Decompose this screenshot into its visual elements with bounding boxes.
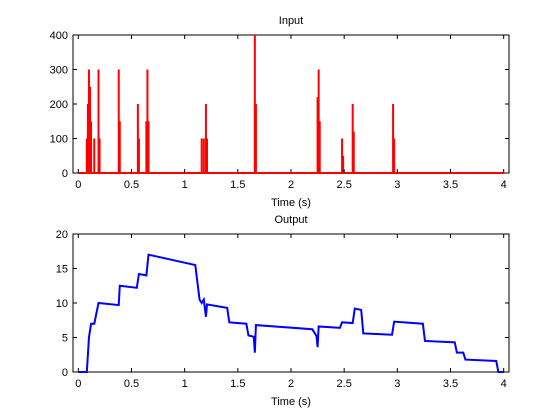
input-chart-title: Input [279, 15, 303, 27]
output-x-tick-label: 0.5 [124, 378, 139, 390]
input-y-tick-label: 0 [62, 168, 68, 180]
output-x-tick-label: 1.5 [230, 378, 245, 390]
output-x-tick-label: 1 [182, 378, 188, 390]
input-x-tick-label: 3 [394, 179, 400, 191]
input-x-tick-label: 1 [182, 179, 188, 191]
output-x-tick-label: 2 [288, 378, 294, 390]
output-series [78, 253, 504, 373]
input-y-tick-label: 400 [50, 30, 68, 42]
input-y-tick-label: 300 [50, 65, 68, 77]
input-x-tick-label: 1.5 [230, 179, 245, 191]
input-x-tick-label: 0 [75, 179, 81, 191]
input-axis-ticks: 0 0.5 1 1.5 2 2.5 3 3.5 4 0 100 200 300 400 [50, 30, 509, 191]
input-x-tick-label: 3.5 [443, 179, 458, 191]
output-y-tick-label: 15 [56, 264, 68, 276]
output-series-line [78, 253, 504, 373]
input-x-axis-label: Time (s) [271, 197, 311, 209]
output-x-tick-label: 3 [394, 378, 400, 390]
input-chart: Input 0 0.5 1 1.5 2 2.5 3 3.5 4 0 100 200 300 400 Tim… [50, 15, 510, 209]
output-y-tick-label: 20 [56, 229, 68, 241]
output-x-axis-label: Time (s) [271, 396, 311, 408]
output-x-tick-label: 0 [75, 378, 81, 390]
output-y-tick-label: 10 [56, 298, 68, 310]
input-series [78, 35, 504, 174]
input-x-tick-label: 2.5 [337, 179, 352, 191]
output-x-tick-label: 3.5 [443, 378, 458, 390]
input-y-tick-label: 200 [50, 99, 68, 111]
output-axis-ticks: 0 0.5 1 1.5 2 2.5 3 3.5 4 0 5 10 15 20 [56, 229, 509, 390]
output-x-tick-label: 2.5 [337, 378, 352, 390]
output-plot-area [72, 233, 510, 373]
output-chart-title: Output [274, 214, 307, 226]
input-x-tick-label: 0.5 [124, 179, 139, 191]
input-x-tick-label: 4 [501, 179, 507, 191]
input-x-tick-label: 2 [288, 179, 294, 191]
output-y-tick-label: 5 [62, 333, 68, 345]
output-y-tick-label: 0 [62, 367, 68, 379]
output-chart: Output 0 0.5 1 1.5 2 2.5 3 3.5 4 0 5 10 15 20 Time (s… [56, 214, 510, 408]
input-y-tick-label: 100 [50, 134, 68, 146]
output-x-tick-label: 4 [501, 378, 507, 390]
